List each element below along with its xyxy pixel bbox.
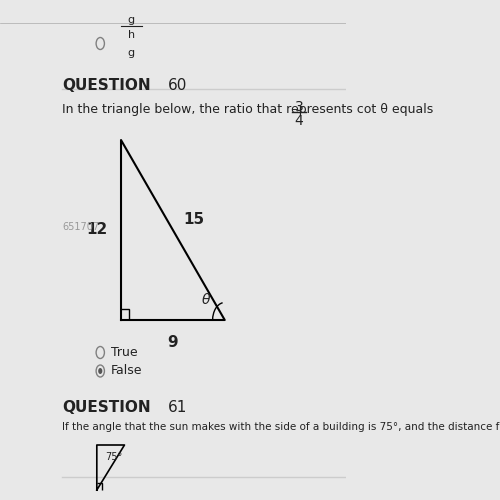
Text: QUESTION: QUESTION: [62, 400, 151, 415]
Text: In the triangle below, the ratio that represents cot θ equals: In the triangle below, the ratio that re…: [62, 102, 434, 116]
Circle shape: [98, 368, 102, 374]
Text: 9: 9: [168, 335, 178, 350]
Text: 4: 4: [294, 114, 304, 128]
Text: True: True: [110, 346, 138, 359]
Text: If the angle that the sun makes with the side of a building is 75°, and the dist: If the angle that the sun makes with the…: [62, 422, 500, 432]
Text: h: h: [128, 30, 135, 40]
Text: False: False: [110, 364, 142, 378]
Text: 651707: 651707: [62, 222, 100, 232]
Text: 3: 3: [294, 100, 304, 114]
Text: 60: 60: [168, 78, 187, 92]
Text: QUESTION: QUESTION: [62, 78, 151, 92]
Text: 61: 61: [168, 400, 187, 415]
Text: 12: 12: [86, 222, 108, 238]
Text: g: g: [128, 48, 135, 58]
Text: $\theta$: $\theta$: [200, 292, 211, 308]
Text: 15: 15: [183, 212, 204, 228]
Text: g: g: [128, 15, 135, 25]
Text: 75°: 75°: [106, 452, 122, 462]
